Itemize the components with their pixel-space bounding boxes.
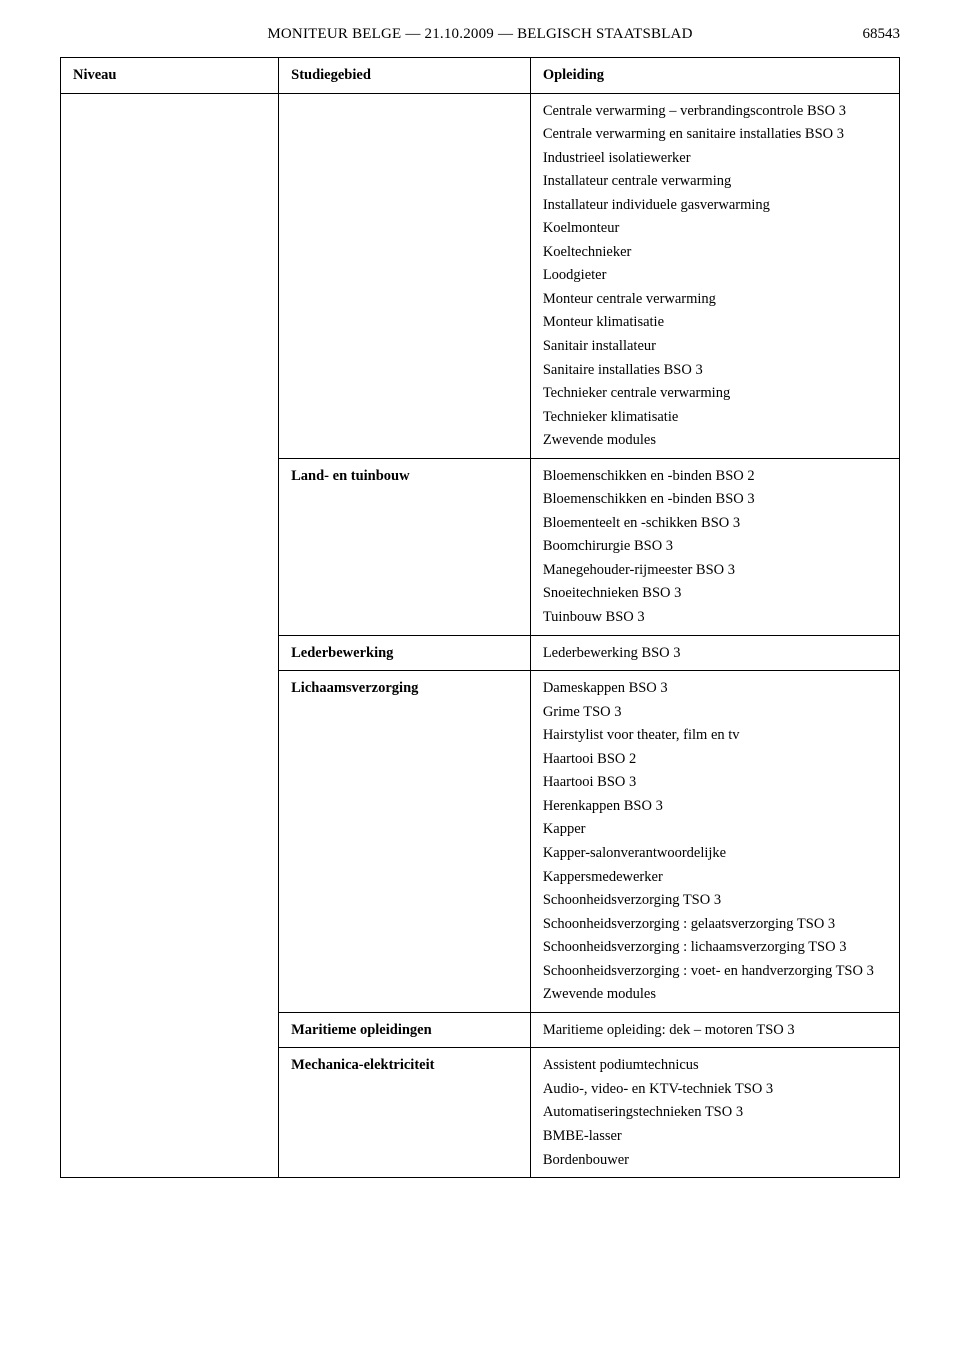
opleiding-list: Lederbewerking BSO 3 (543, 644, 889, 663)
opleiding-item: Manegehouder-rijmeester BSO 3 (543, 561, 889, 580)
opleiding-item: Technieker klimatisatie (543, 408, 889, 427)
opleiding-item: Zwevende modules (543, 431, 889, 450)
opleiding-item: Kapper-salonverantwoordelijke (543, 844, 889, 863)
opleiding-item: Schoonheidsverzorging : voet- en hand­ve… (543, 962, 889, 981)
opleiding-item: Assistent podiumtechnicus (543, 1056, 889, 1075)
opleiding-item: Snoeitechnieken BSO 3 (543, 584, 889, 603)
cell-opleidingen: Dameskappen BSO 3 Grime TSO 3 Hairstylist … (530, 671, 899, 1013)
col-header-studiegebied: Studiegebied (279, 58, 531, 94)
opleiding-item: Centrale verwarming – verbrandings­contr… (543, 102, 889, 121)
cell-opleidingen: Bloemenschikken en -binden BSO 2 Bloemens… (530, 458, 899, 635)
cell-studiegebied: Lichaamsverzorging (279, 671, 531, 1013)
opleiding-item: Schoonheidsverzorging : lichaamsver­zorg… (543, 938, 889, 957)
studiegebied-label: Mechanica-elektriciteit (291, 1057, 434, 1073)
col-header-niveau: Niveau (61, 58, 279, 94)
cell-opleidingen: Maritieme opleiding: dek – motoren TSO 3 (530, 1012, 899, 1048)
opleiding-item: Haartooi BSO 3 (543, 773, 889, 792)
cell-niveau (61, 93, 279, 1178)
opleiding-item: Kappersmedewerker (543, 868, 889, 887)
opleiding-item: Sanitair installateur (543, 337, 889, 356)
opleiding-item: BMBE-lasser (543, 1127, 889, 1146)
opleiding-item: Technieker centrale verwarming (543, 384, 889, 403)
opleiding-item: Maritieme opleiding: dek – motoren TSO 3 (543, 1021, 889, 1040)
opleiding-item: Loodgieter (543, 266, 889, 285)
page-number: 68543 (863, 26, 901, 43)
opleiding-item: Installateur individuele gasverwar­ming (543, 196, 889, 215)
cell-studiegebied: Mechanica-elektriciteit (279, 1048, 531, 1178)
cell-opleidingen: Lederbewerking BSO 3 (530, 635, 899, 671)
cell-studiegebied: Land- en tuinbouw (279, 458, 531, 635)
opleiding-item: Kapper (543, 820, 889, 839)
opleiding-item: Koelmonteur (543, 219, 889, 238)
opleiding-list: Centrale verwarming – verbrandings­contr… (543, 102, 889, 450)
opleidingen-table: Niveau Studiegebied Opleiding Centrale v… (60, 57, 900, 1178)
opleiding-item: Industrieel isolatiewerker (543, 149, 889, 168)
table-row: Centrale verwarming – verbrandings­contr… (61, 93, 900, 458)
opleiding-list: Maritieme opleiding: dek – motoren TSO 3 (543, 1021, 889, 1040)
col-header-opleiding: Opleiding (530, 58, 899, 94)
opleiding-item: Zwevende modules (543, 985, 889, 1004)
opleiding-list: Bloemenschikken en -binden BSO 2 Bloemens… (543, 467, 889, 627)
cell-studiegebied: Lederbewerking (279, 635, 531, 671)
opleiding-item: Bloemenschikken en -binden BSO 3 (543, 490, 889, 509)
page: MONITEUR BELGE — 21.10.2009 — BELGISCH S… (0, 0, 960, 1357)
opleiding-item: Monteur centrale verwarming (543, 290, 889, 309)
opleiding-item: Audio-, video- en KTV-techniek TSO 3 (543, 1080, 889, 1099)
cell-opleidingen: Centrale verwarming – verbrandings­contr… (530, 93, 899, 458)
studiegebied-label: Lichaamsverzorging (291, 680, 418, 696)
studiegebied-label: Maritieme opleidingen (291, 1022, 432, 1038)
opleiding-item: Tuinbouw BSO 3 (543, 608, 889, 627)
opleiding-item: Automatiseringstechnieken TSO 3 (543, 1103, 889, 1122)
opleiding-item: Schoonheidsverzorging TSO 3 (543, 891, 889, 910)
opleiding-item: Boomchirurgie BSO 3 (543, 537, 889, 556)
opleiding-item: Dameskappen BSO 3 (543, 679, 889, 698)
opleiding-item: Monteur klimatisatie (543, 313, 889, 332)
opleiding-item: Herenkappen BSO 3 (543, 797, 889, 816)
opleiding-item: Schoonheidsverzorging : gelaatsverzor­gi… (543, 915, 889, 934)
opleiding-item: Bloementeelt en -schikken BSO 3 (543, 514, 889, 533)
table-header-row: Niveau Studiegebied Opleiding (61, 58, 900, 94)
opleiding-item: Koeltechnieker (543, 243, 889, 262)
opleiding-list: Assistent podiumtechnicus Audio-, video- … (543, 1056, 889, 1169)
running-header: MONITEUR BELGE — 21.10.2009 — BELGISCH S… (60, 26, 900, 43)
opleiding-item: Bloemenschikken en -binden BSO 2 (543, 467, 889, 486)
studiegebied-label: Land- en tuinbouw (291, 468, 409, 484)
opleiding-item: Centrale verwarming en sanitaire instal­… (543, 125, 889, 144)
studiegebied-label: Lederbewerking (291, 645, 393, 661)
cell-opleidingen: Assistent podiumtechnicus Audio-, video- … (530, 1048, 899, 1178)
opleiding-item: Lederbewerking BSO 3 (543, 644, 889, 663)
cell-studiegebied (279, 93, 531, 458)
opleiding-item: Grime TSO 3 (543, 703, 889, 722)
opleiding-item: Installateur centrale verwarming (543, 172, 889, 191)
opleiding-item: Hairstylist voor theater, film en tv (543, 726, 889, 745)
opleiding-list: Dameskappen BSO 3 Grime TSO 3 Hairstylist … (543, 679, 889, 1004)
cell-studiegebied: Maritieme opleidingen (279, 1012, 531, 1048)
opleiding-item: Haartooi BSO 2 (543, 750, 889, 769)
opleiding-item: Bordenbouwer (543, 1151, 889, 1170)
opleiding-item: Sanitaire installaties BSO 3 (543, 361, 889, 380)
